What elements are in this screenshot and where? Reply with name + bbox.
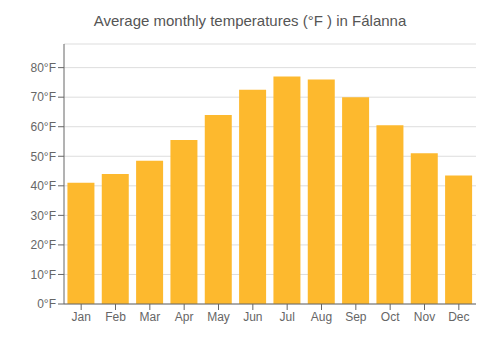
svg-text:Apr: Apr <box>175 310 194 324</box>
svg-text:40°F: 40°F <box>31 179 56 193</box>
svg-text:Jul: Jul <box>279 310 294 324</box>
svg-text:Mar: Mar <box>139 310 160 324</box>
svg-text:20°F: 20°F <box>31 238 56 252</box>
svg-text:Jun: Jun <box>243 310 262 324</box>
svg-text:Nov: Nov <box>414 310 435 324</box>
svg-text:0°F: 0°F <box>37 297 56 311</box>
svg-text:70°F: 70°F <box>31 90 56 104</box>
svg-text:10°F: 10°F <box>31 268 56 282</box>
svg-text:Jan: Jan <box>71 310 90 324</box>
svg-text:50°F: 50°F <box>31 150 56 164</box>
svg-text:80°F: 80°F <box>31 61 56 75</box>
svg-text:Feb: Feb <box>105 310 126 324</box>
svg-text:Oct: Oct <box>381 310 400 324</box>
svg-text:30°F: 30°F <box>31 209 56 223</box>
svg-text:Sep: Sep <box>345 310 367 324</box>
svg-text:60°F: 60°F <box>31 120 56 134</box>
svg-text:Aug: Aug <box>311 310 332 324</box>
html-text:Average monthly temperatures (: Average monthly temperatures (°F ) in Fá… <box>93 12 407 29</box>
svg-text:May: May <box>207 310 230 324</box>
svg-text:Dec: Dec <box>448 310 469 324</box>
